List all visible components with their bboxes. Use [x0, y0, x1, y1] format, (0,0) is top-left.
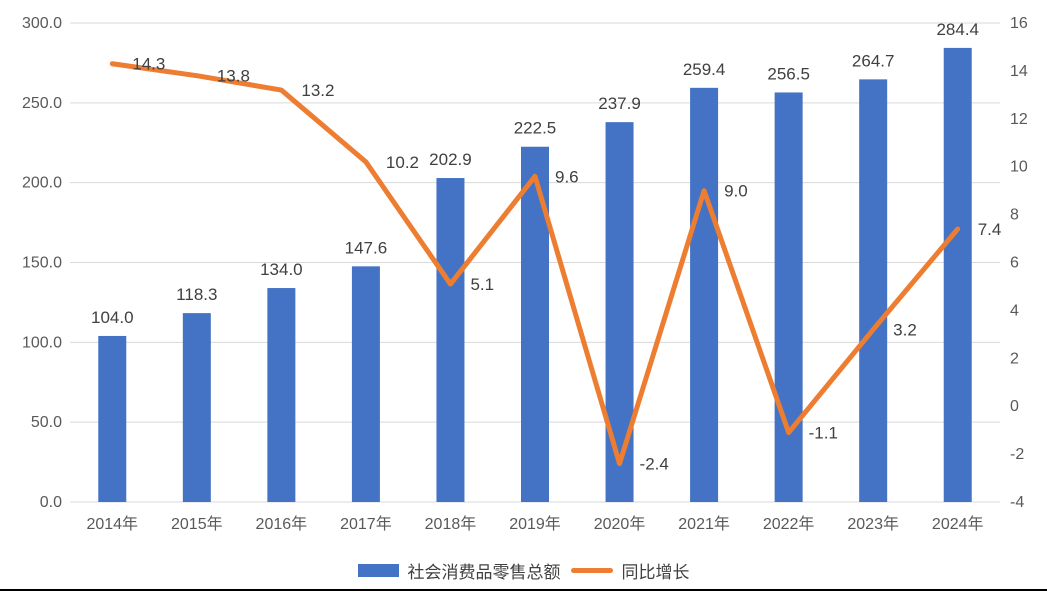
x-axis-label: 2021年 [678, 515, 730, 533]
combo-chart-plot: 0.0 50.0 100.0 150.0 200.0 250.0 300.0 -4 -2 0 2 4 6… [22, 15, 1028, 533]
left-axis-tick-label: 200.0 [22, 175, 62, 192]
line-value-label: 3.2 [893, 321, 917, 340]
line-series [109, 61, 961, 467]
right-axis-tick-label: 8 [1010, 207, 1019, 224]
x-axis-label: 2015年 [171, 515, 223, 533]
line-value-label: 13.8 [217, 67, 250, 86]
right-axis-tick-label: 4 [1010, 302, 1019, 319]
left-axis-tick-label: 250.0 [22, 95, 62, 112]
bar-series [98, 47, 972, 503]
bar-2015年 [182, 313, 211, 502]
x-axis-label: 2016年 [256, 515, 308, 533]
line-value-label: 14.3 [132, 55, 165, 74]
line-series-legend-label: 同比增长 [621, 563, 690, 582]
left-axis-tick-labels: 0.0 50.0 100.0 150.0 200.0 250.0 300.0 [22, 15, 62, 511]
x-axis-label: 2023年 [847, 515, 899, 533]
bar-value-label: 104.0 [91, 308, 134, 327]
bar-value-labels: 104.0 118.3 134.0 147.6 202.9 222.5 237.9 259.4… [91, 20, 979, 327]
right-axis-tick-label: 10 [1010, 159, 1028, 176]
line-value-label: 13.2 [301, 81, 334, 100]
bar-value-label: 118.3 [176, 285, 217, 304]
bar-series-legend-label: 社会消费品零售总额 [407, 563, 561, 582]
line-series-swatch-icon [570, 568, 613, 573]
bar-value-label: 147.6 [345, 238, 388, 257]
x-axis-label: 2019年 [509, 515, 561, 533]
bar-value-label: 284.4 [936, 20, 979, 39]
bar-value-label: 222.5 [514, 119, 557, 138]
chart-legend: 社会消费品零售总额 同比增长 [0, 558, 1047, 583]
legend-item-bar-series: 社会消费品零售总额 [357, 558, 561, 583]
bar-2017年 [351, 266, 380, 502]
right-axis-tick-label: -2 [1010, 446, 1024, 463]
x-axis-label: 2024年 [932, 515, 984, 533]
right-axis-tick-label: 16 [1010, 15, 1028, 32]
right-axis-tick-label: 2 [1010, 350, 1019, 367]
x-axis-label: 2020年 [594, 515, 646, 533]
bar-2019年 [521, 146, 549, 502]
x-axis-label: 2018年 [425, 515, 477, 533]
bar-2021年 [690, 87, 719, 502]
x-axis-label: 2022年 [763, 515, 815, 533]
bar-series-swatch-icon [357, 564, 399, 577]
line-value-label: 10.2 [386, 153, 419, 172]
bar-2018年 [436, 178, 465, 503]
line-value-labels: 14.3 13.8 13.2 10.2 5.1 9.6 -2.4 9.0 -1.1 3.2 7.4 [132, 55, 1001, 474]
bar-2024年 [943, 47, 972, 503]
line-value-label: 9.0 [724, 182, 748, 201]
left-axis-tick-label: 0.0 [40, 494, 62, 511]
right-axis-tick-label: 6 [1010, 255, 1019, 272]
bar-value-label: 237.9 [598, 94, 641, 113]
line-value-label: 9.6 [555, 167, 579, 186]
right-axis-tick-label: -4 [1010, 494, 1024, 511]
bar-2016年 [267, 288, 296, 502]
x-axis-label: 2014年 [86, 515, 138, 533]
left-axis-tick-label: 300.0 [22, 15, 62, 32]
right-axis-tick-labels: -4 -2 0 2 4 6 8 10 12 14 16 [1010, 15, 1028, 511]
right-axis-tick-label: 14 [1010, 63, 1028, 80]
bar-value-label: 259.4 [683, 60, 726, 79]
x-axis-label: 2017年 [340, 515, 392, 533]
x-axis-labels: 2014年 2015年 2016年 2017年 2018年 2019年 2020年 2021年… [86, 515, 983, 533]
bottom-border-rule [0, 589, 1047, 591]
bar-value-label: 256.5 [767, 64, 810, 83]
left-axis-tick-label: 50.0 [31, 414, 62, 431]
bar-2022年 [774, 92, 803, 502]
line-value-label: -2.4 [640, 455, 669, 474]
bar-value-label: 264.7 [852, 51, 895, 70]
line-value-label: -1.1 [809, 424, 838, 443]
line-value-label: 7.4 [978, 220, 1002, 239]
left-axis-tick-label: 100.0 [22, 334, 62, 351]
bar-2023年 [859, 79, 888, 502]
right-axis-tick-label: 0 [1010, 398, 1019, 415]
legend-item-line-series: 同比增长 [570, 558, 690, 583]
right-axis-tick-label: 12 [1010, 111, 1028, 128]
bar-2020年 [605, 122, 634, 502]
line-value-label: 5.1 [470, 275, 494, 294]
bar-value-label: 134.0 [260, 260, 303, 279]
left-axis-tick-label: 150.0 [22, 255, 62, 272]
bar-2014年 [98, 335, 127, 502]
bar-value-label: 202.9 [429, 150, 472, 169]
